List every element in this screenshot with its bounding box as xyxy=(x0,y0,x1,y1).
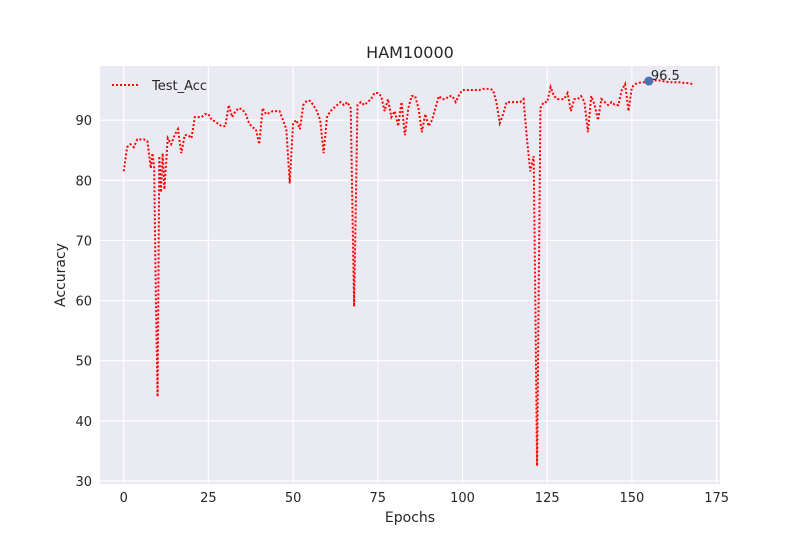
legend: Test_Acc xyxy=(112,79,207,94)
y-axis-label: Accuracy xyxy=(53,243,69,307)
y-tick-label: 80 xyxy=(75,174,92,189)
x-tick-label: 75 xyxy=(370,491,387,506)
y-tick-label: 70 xyxy=(75,234,92,249)
max-point-marker xyxy=(644,76,654,86)
y-tick-label: 30 xyxy=(75,475,92,490)
y-tick-label: 90 xyxy=(75,114,92,129)
x-axis-label: Epochs xyxy=(385,510,435,526)
x-tick-label: 150 xyxy=(619,491,644,506)
chart-title: HAM10000 xyxy=(366,43,454,62)
x-tick-label: 100 xyxy=(450,491,475,506)
x-tick-label: 0 xyxy=(120,491,128,506)
x-tick-label: 50 xyxy=(285,491,302,506)
x-tick-label: 175 xyxy=(704,491,729,506)
x-tick-label: 125 xyxy=(535,491,560,506)
tick-labels: 0 25 50 75 100 125 150 175 30 40 50 60 70 80 90 xyxy=(75,114,729,506)
annotation: 96.5 xyxy=(644,69,680,86)
y-tick-label: 50 xyxy=(75,355,92,370)
plot-background xyxy=(100,66,720,484)
y-tick-label: 40 xyxy=(75,415,92,430)
legend-label: Test_Acc xyxy=(151,79,207,94)
max-point-label: 96.5 xyxy=(651,69,680,84)
x-tick-label: 25 xyxy=(200,491,217,506)
y-tick-label: 60 xyxy=(75,295,92,310)
